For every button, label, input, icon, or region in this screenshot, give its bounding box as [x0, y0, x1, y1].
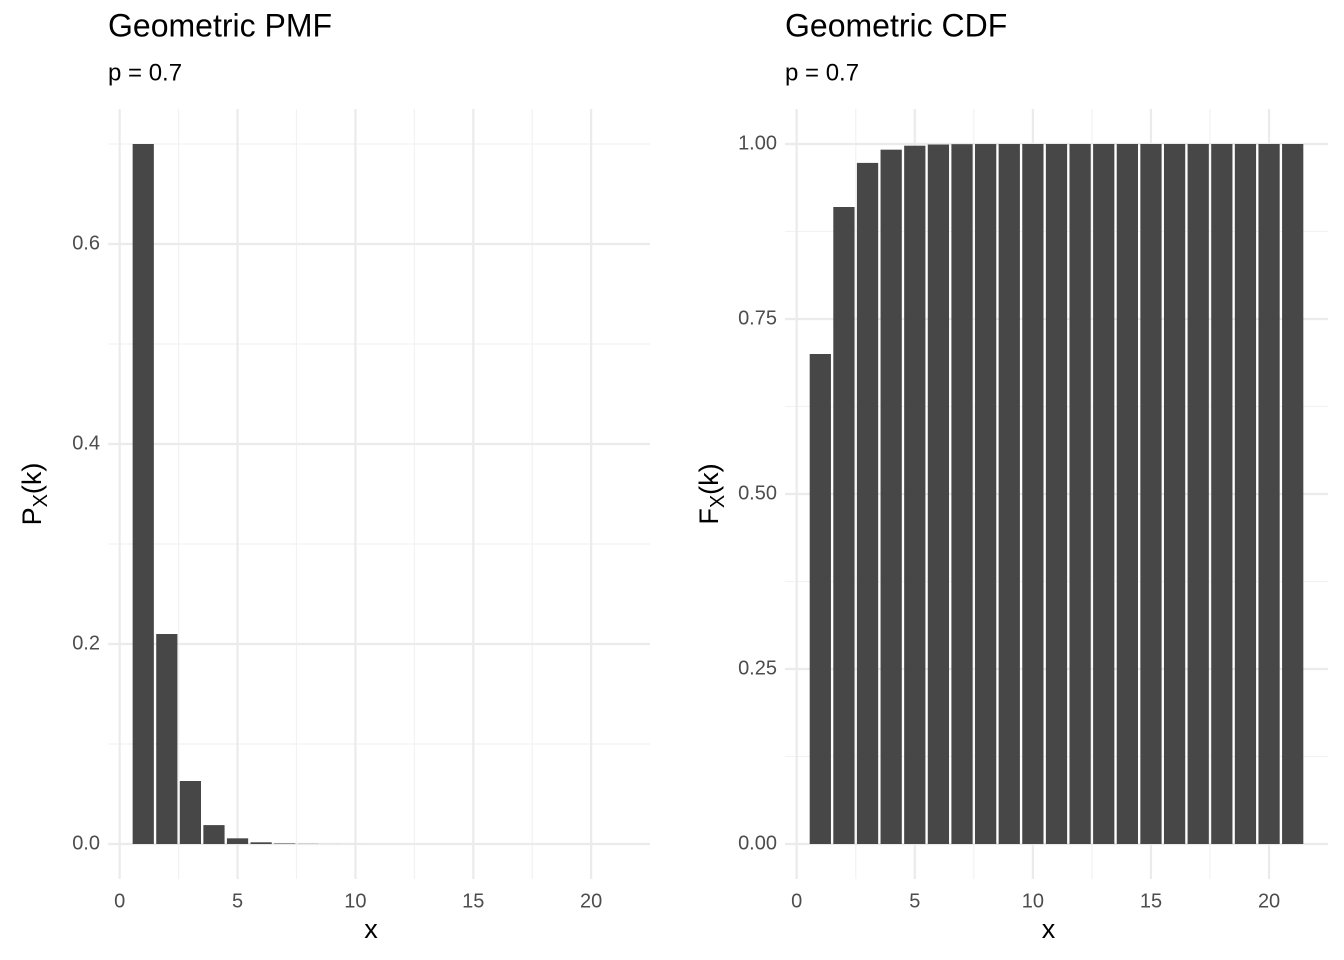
chart-title: Geometric CDF [785, 7, 1007, 43]
y-tick-label: 0.25 [738, 657, 777, 679]
y-tick-label: 0.75 [738, 307, 777, 329]
x-tick-label: 5 [232, 890, 243, 912]
bar [1163, 144, 1186, 844]
chart-subtitle: p = 0.7 [108, 59, 182, 86]
bar [856, 162, 879, 844]
y-axis-title-sub: X [707, 495, 729, 508]
bar [1282, 144, 1304, 844]
bar [833, 207, 855, 844]
bar [998, 144, 1020, 844]
bar [274, 843, 296, 844]
y-tick-label: 0.00 [738, 832, 777, 854]
chart-subtitle: p = 0.7 [785, 59, 859, 86]
y-tick-label: 0.0 [72, 832, 100, 854]
x-tick-label: 15 [1140, 890, 1162, 912]
bar [1093, 144, 1115, 844]
y-tick-label: 0.6 [72, 232, 100, 254]
x-tick-label: 15 [462, 890, 484, 912]
y-tick-label: 1.00 [738, 132, 777, 154]
x-tick-label: 0 [791, 890, 802, 912]
bar [904, 145, 926, 845]
bar [156, 634, 178, 844]
x-tick-label: 5 [909, 890, 920, 912]
x-tick-label: 20 [580, 890, 602, 912]
bar [975, 144, 997, 844]
bar [1187, 144, 1209, 844]
bar [1258, 144, 1280, 844]
chart-title: Geometric PMF [108, 7, 332, 43]
y-axis-title-main: F [694, 508, 724, 525]
bar [809, 354, 831, 844]
bar [179, 781, 202, 844]
bar [1069, 144, 1091, 844]
bar [1022, 144, 1044, 844]
y-axis-title: PX(k) [17, 463, 52, 526]
x-tick-label: 20 [1258, 890, 1280, 912]
panel: Geometric PMF p = 0.7 0.0 0.2 0.4 0.6 0 5 10 15 20… [17, 7, 650, 944]
bar [1234, 144, 1257, 844]
bar [203, 825, 225, 844]
y-tick-label: 0.2 [72, 632, 100, 654]
y-axis-title: FX(k) [694, 463, 729, 524]
bar [132, 144, 154, 844]
bar [1116, 144, 1138, 844]
bar [1140, 144, 1162, 844]
x-tick-label: 10 [1022, 890, 1044, 912]
bar [250, 842, 272, 844]
x-tick-label: 0 [114, 890, 125, 912]
y-axis-title-sub: X [30, 494, 52, 507]
x-tick-label: 10 [344, 890, 366, 912]
bar [951, 144, 973, 844]
x-axis-title: x [1042, 914, 1056, 944]
y-axis-title-main: P [17, 507, 47, 525]
y-tick-label: 0.50 [738, 482, 777, 504]
y-tick-label: 0.4 [72, 432, 100, 454]
bar [1045, 144, 1068, 844]
panel: Geometric CDF p = 0.7 0.00 0.25 0.50 0.75 1.00… [694, 7, 1328, 944]
bar [226, 838, 249, 844]
x-axis-title: x [364, 914, 378, 944]
bar [1211, 144, 1233, 844]
bar [880, 149, 902, 845]
y-axis-title-rest: (k) [17, 463, 47, 494]
y-axis-title-rest: (k) [694, 463, 724, 494]
bar [927, 144, 950, 844]
